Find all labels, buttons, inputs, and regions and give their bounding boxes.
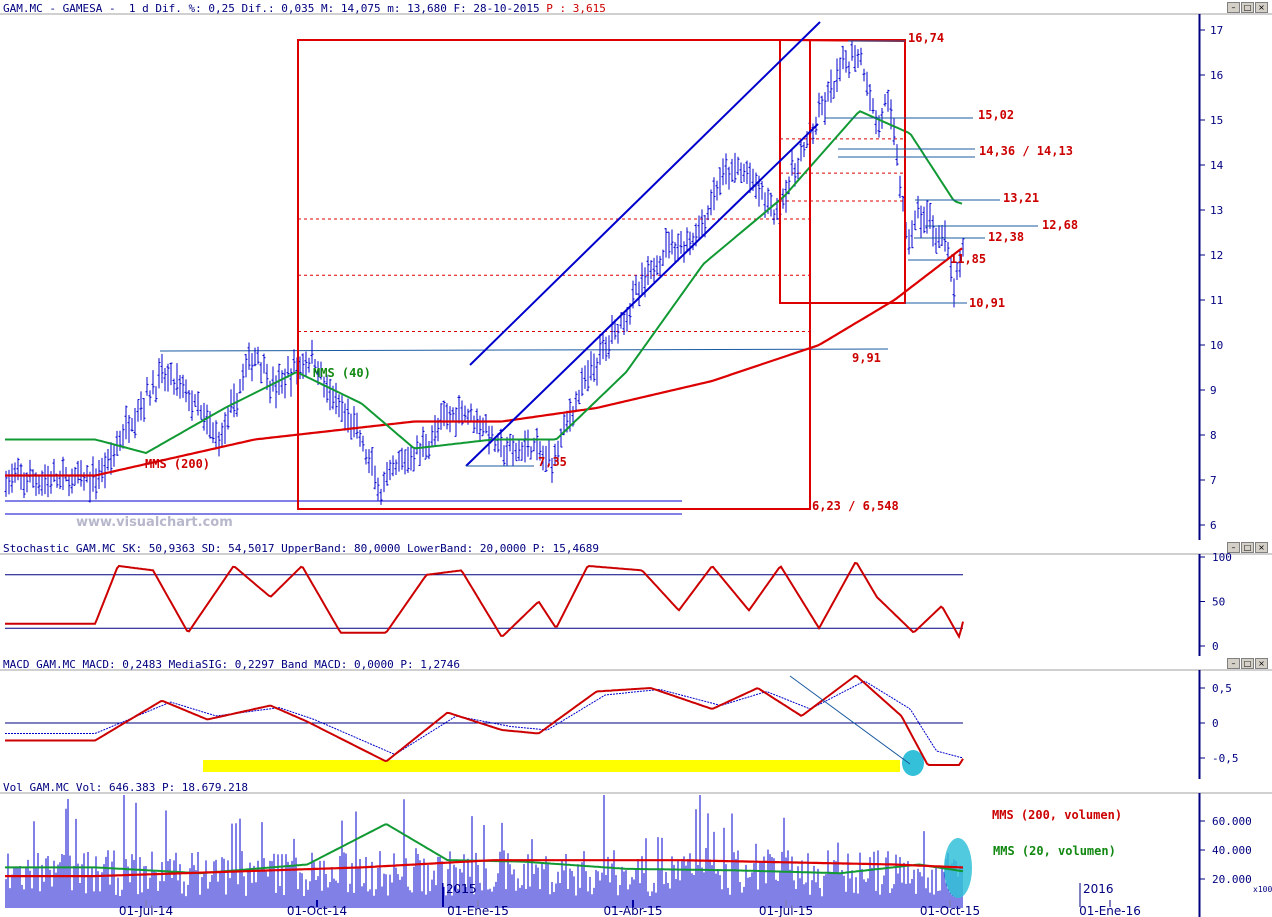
macd-divergence-highlight [902,750,924,776]
mms200-line [5,247,963,477]
stochastic-minimize-button[interactable]: – [1227,542,1240,553]
header-max: 14,075 [340,2,381,15]
year-marker-label: 2016 [1083,882,1114,896]
volume-header: Vol_GAM.MC Vol: 646.383 P: 18.679.218 [3,781,249,794]
vol-mms200-label: MMS (200, volumen) [992,808,1122,822]
price-chart[interactable]: 6 7 8 9 10 11 12 13 14 15 16 17 16,74 15,02 14,36 / 14… [0,0,1272,540]
price-y-tick-label: 7 [1210,474,1217,487]
header-p: 3,615 [572,2,606,15]
header-min: 13,680 [407,2,447,15]
stoch-y-tick-label: 0 [1212,640,1219,653]
price-y-tick-label: 10 [1210,339,1223,352]
level-label: 12,38 [988,230,1024,244]
stoch-y-tick-label: 50 [1212,596,1225,609]
date-label: 01-Abr-15 [604,904,663,917]
maximize-button[interactable]: □ [1241,2,1254,13]
stoch-y-tick-label: 100 [1212,551,1232,564]
header-dif-pct: 0,25 [208,2,235,15]
watermark: www.visualchart.com [76,515,233,530]
macd-header: MACD_GAM.MC MACD: 0,2483 MediaSIG: 0,229… [3,658,460,671]
mms40-line [5,110,963,455]
vol-unit-label: x100 [1253,885,1272,894]
mms40-label: MMS (40) [313,366,371,380]
stoch-sk-line [5,561,964,640]
header-ticker: GAM.MC [3,2,43,15]
date-label: 01-Jul-14 [119,904,173,917]
macd-y-tick-label: 0,5 [1212,682,1232,695]
price-y-tick-label: 14 [1210,159,1224,172]
header-period: 1 d [128,2,149,15]
level-label: 13,21 [1003,191,1039,205]
macd-close-button[interactable]: × [1255,658,1268,669]
macd-minimize-button[interactable]: – [1227,658,1240,669]
level-label: 12,68 [1042,218,1078,232]
date-label: 01-Oct-15 [920,904,980,917]
level-label: 10,91 [969,296,1005,310]
level-label: 6,23 / 6,548 [812,499,899,513]
header-name: GAMESA [62,2,103,15]
macd-window-controls: – □ × [1227,658,1268,669]
vol-y-tick-label: 60.000 [1212,815,1252,828]
vol-mms200-line [5,859,964,878]
level-label: 11,85 [950,252,986,266]
price-y-tick-label: 16 [1210,69,1223,82]
level-label: 16,74 [908,31,944,45]
stochastic-close-button[interactable]: × [1255,542,1268,553]
level-label: 14,36 / 14,13 [979,144,1073,158]
macd-signal-line [5,680,964,759]
macd-support-highlight [203,760,900,772]
macd-y-tick-label: -0,5 [1212,752,1239,765]
price-y-tick-label: 17 [1210,24,1223,37]
price-window-controls: – □ × [1227,2,1268,13]
header-dif: 0,035 [281,2,315,15]
stochastic-window-controls: – □ × [1227,542,1268,553]
stochastic-header: Stochastic_GAM.MC SK: 50,9363 SD: 54,501… [3,542,600,555]
macd-maximize-button[interactable]: □ [1241,658,1254,669]
macd-chart[interactable]: 0,5 0 -0,5 [0,656,1272,781]
price-y-tick-label: 12 [1210,249,1223,262]
price-y-tick-label: 8 [1210,429,1217,442]
price-panel: GAM.MC - GAMESA - 1 d Dif. %: 0,25 Dif.:… [0,0,1272,540]
level-label: 15,02 [978,108,1014,122]
macd-y-tick-label: 0 [1212,717,1219,730]
year-marker-label: 2015 [446,882,477,896]
vol-mms20-label: MMS (20, volumen) [993,844,1116,858]
date-label: 01-Jul-15 [759,904,813,917]
stochastic-maximize-button[interactable]: □ [1241,542,1254,553]
header-date: 28-10-2015 [473,2,540,15]
date-label: 01-Ene-16 [1079,904,1141,917]
price-y-tick-label: 13 [1210,204,1223,217]
channel-lower-line [465,123,819,467]
price-y-tick-label: 11 [1210,294,1223,307]
macd-divergence-line [789,675,911,765]
price-y-tick-label: 9 [1210,384,1217,397]
price-y-tick-label: 15 [1210,114,1223,127]
correction-box-red [779,39,906,304]
date-label: 01-Oct-14 [287,904,347,917]
macd-panel: MACD_GAM.MC MACD: 0,2483 MediaSIG: 0,229… [0,656,1272,781]
level-label: 9,91 [852,351,881,365]
stochastic-panel: Stochastic_GAM.MC SK: 50,9363 SD: 54,501… [0,540,1272,657]
minimize-button[interactable]: – [1227,2,1240,13]
vol-y-tick-label: 20.000 [1212,873,1252,886]
mms200-label: MMS (200) [145,457,210,471]
channel-upper-line [469,21,821,366]
stochastic-chart[interactable]: 100 50 0 [0,540,1272,657]
macd-line [5,674,964,766]
close-button[interactable]: × [1255,2,1268,13]
price-header: GAM.MC - GAMESA - 1 d Dif. %: 0,25 Dif.:… [3,2,606,15]
vol-y-tick-label: 40.000 [1212,844,1252,857]
volume-panel: Vol_GAM.MC Vol: 646.383 P: 18.679.218 60… [0,779,1272,917]
price-y-tick-label: 6 [1210,519,1217,532]
resistance-line-9-91 [159,348,889,352]
level-label: 7,35 [538,455,567,469]
date-label: 01-Ene-15 [447,904,509,917]
range-box-red [297,39,811,510]
